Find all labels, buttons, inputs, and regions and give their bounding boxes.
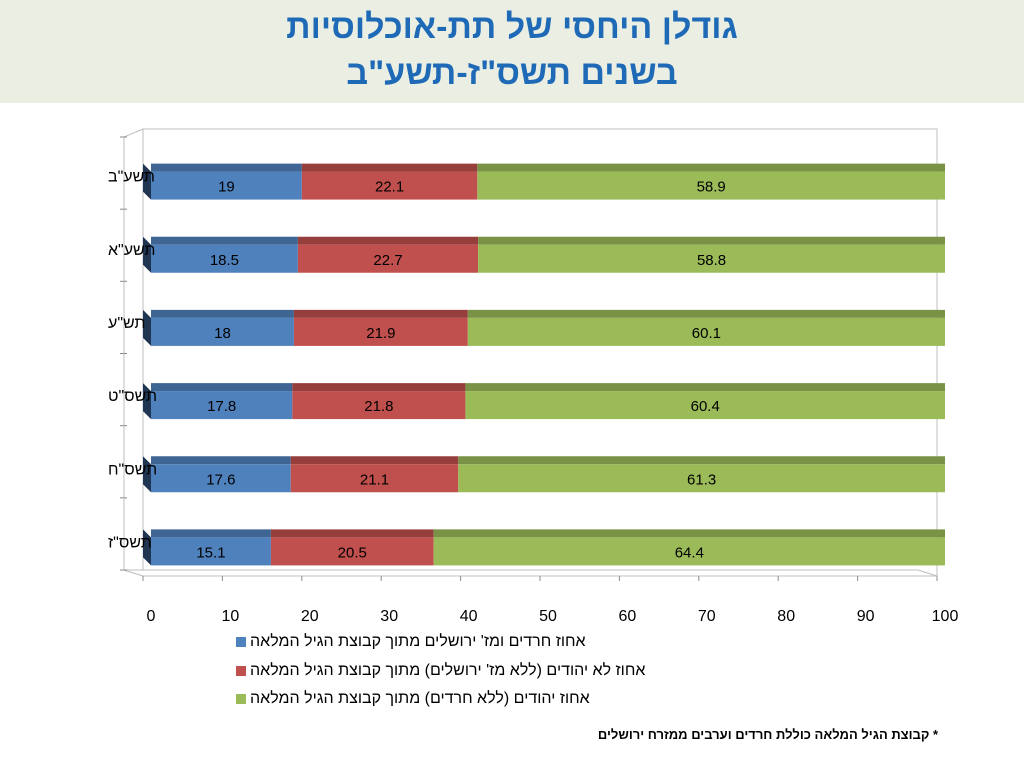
bar-top-face bbox=[151, 309, 294, 318]
data-label: 20.5 bbox=[338, 544, 367, 561]
bar-top-face bbox=[301, 163, 478, 172]
bar-top-face bbox=[477, 163, 945, 172]
x-tick-label: 60 bbox=[619, 608, 637, 625]
chart-title-line-1: גודלן היחסי של תת-אוכלוסיות bbox=[286, 8, 738, 46]
bar-top-face bbox=[270, 529, 434, 538]
x-tick-label: 30 bbox=[380, 608, 398, 625]
bar-top-face bbox=[297, 236, 479, 245]
title-banner: גודלן היחסי של תת-אוכלוסיות בשנים תשס"ז-… bbox=[0, 0, 1024, 103]
bar-top-face bbox=[467, 309, 945, 318]
bar-segment bbox=[290, 464, 459, 493]
bar-segment bbox=[301, 171, 478, 200]
bar-segment bbox=[151, 244, 298, 273]
bar-top-face bbox=[478, 236, 945, 245]
bar-segment bbox=[292, 391, 466, 420]
bar-end-cap bbox=[143, 236, 151, 273]
data-label: 22.7 bbox=[373, 252, 402, 269]
data-label: 21.9 bbox=[366, 325, 395, 342]
legend-swatch bbox=[236, 666, 246, 676]
chart-title-line-2: בשנים תשס"ז-תשע"ב bbox=[346, 54, 678, 92]
bar-segment bbox=[433, 537, 945, 566]
data-label: 15.1 bbox=[196, 544, 225, 561]
bar-segment bbox=[458, 464, 945, 493]
bar-segment bbox=[151, 464, 291, 493]
category-label: תשע"ב bbox=[108, 169, 155, 186]
plot-floor bbox=[123, 569, 938, 577]
data-label: 18 bbox=[214, 325, 231, 342]
x-tick-label: 40 bbox=[460, 608, 478, 625]
bar-top-face bbox=[292, 383, 466, 392]
x-tick-label: 100 bbox=[932, 608, 959, 625]
x-tick-label: 50 bbox=[539, 608, 557, 625]
x-tick-label: 90 bbox=[857, 608, 875, 625]
category-label: תשע"א bbox=[108, 242, 155, 259]
category-label: תשס"ח bbox=[108, 461, 157, 478]
data-label: 17.6 bbox=[206, 471, 235, 488]
bar-segment bbox=[467, 317, 945, 346]
bar-top-face bbox=[151, 529, 271, 538]
legend-label: אחוז לא יהודים (ללא מז' ירושלים) מתוך קב… bbox=[250, 662, 646, 679]
data-label: 21.8 bbox=[364, 398, 393, 415]
bar-segment bbox=[297, 244, 479, 273]
bar-segment bbox=[478, 244, 945, 273]
bar-segment bbox=[293, 317, 468, 346]
bar-end-cap bbox=[143, 383, 151, 420]
bar-top-face bbox=[433, 529, 945, 538]
data-label: 21.1 bbox=[360, 471, 389, 488]
plot-side-wall bbox=[123, 128, 144, 577]
footnote: * קבוצת הגיל המלאה כוללת חרדים וערבים ממ… bbox=[597, 727, 938, 742]
data-label: 60.1 bbox=[692, 325, 721, 342]
legend-swatch bbox=[236, 694, 246, 704]
data-label: 17.8 bbox=[207, 398, 236, 415]
category-label: תשס"ז bbox=[108, 534, 152, 551]
bar-top-face bbox=[458, 456, 945, 465]
category-label: תשס"ט bbox=[108, 388, 157, 405]
x-tick-label: 80 bbox=[777, 608, 795, 625]
bar-segment bbox=[465, 391, 945, 420]
legend-label: אחוז יהודים (ללא חרדים) מתוך קבוצת הגיל … bbox=[250, 690, 590, 707]
data-label: 19 bbox=[218, 179, 235, 196]
bar-end-cap bbox=[143, 456, 151, 493]
legend-swatch bbox=[236, 637, 246, 647]
bar-segment bbox=[270, 537, 434, 566]
x-tick-label: 20 bbox=[301, 608, 319, 625]
data-label: 58.9 bbox=[697, 179, 726, 196]
bar-top-face bbox=[151, 236, 298, 245]
bar-segment bbox=[151, 537, 271, 566]
x-tick-label: 70 bbox=[698, 608, 716, 625]
bar-top-face bbox=[465, 383, 945, 392]
bar-segment bbox=[477, 171, 945, 200]
bar-segment bbox=[151, 171, 302, 200]
data-label: 18.5 bbox=[210, 252, 239, 269]
data-label: 61.3 bbox=[687, 471, 716, 488]
bar-top-face bbox=[290, 456, 459, 465]
bar-top-face bbox=[293, 309, 468, 318]
legend-label: אחוז חרדים ומז' ירושלים מתוך קבוצת הגיל … bbox=[250, 633, 586, 650]
bar-top-face bbox=[151, 383, 293, 392]
bar-segment bbox=[151, 391, 293, 420]
bar-end-cap bbox=[143, 529, 151, 566]
bar-top-face bbox=[151, 163, 302, 172]
bar-segment bbox=[151, 317, 294, 346]
bar-end-cap bbox=[143, 309, 151, 346]
data-label: 58.8 bbox=[697, 252, 726, 269]
data-label: 64.4 bbox=[675, 544, 704, 561]
x-tick-label: 10 bbox=[222, 608, 240, 625]
category-label: תש"ע bbox=[108, 315, 145, 332]
data-label: 60.4 bbox=[691, 398, 720, 415]
bar-end-cap bbox=[143, 163, 151, 200]
x-tick-label: 0 bbox=[147, 608, 156, 625]
plot-back-wall bbox=[142, 128, 938, 577]
data-label: 22.1 bbox=[375, 179, 404, 196]
bar-top-face bbox=[151, 456, 291, 465]
